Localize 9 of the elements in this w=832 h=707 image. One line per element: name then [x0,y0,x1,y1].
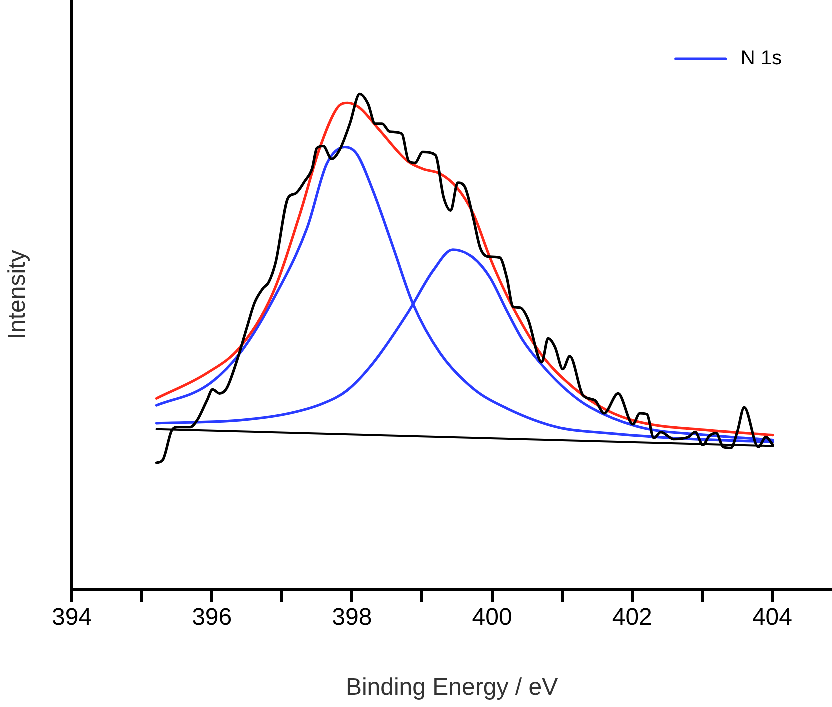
x-tick-label: 394 [52,604,92,632]
x-axis-title: Binding Energy / eV [346,674,558,702]
x-tick-label: 404 [752,604,792,632]
x-tick-label: 398 [332,604,372,632]
x-tick-label: 396 [192,604,232,632]
x-tick-label: 400 [472,604,512,632]
x-tick-label: 402 [612,604,652,632]
y-axis-title: Intensity [4,250,32,340]
legend-label: N 1s [740,48,782,70]
